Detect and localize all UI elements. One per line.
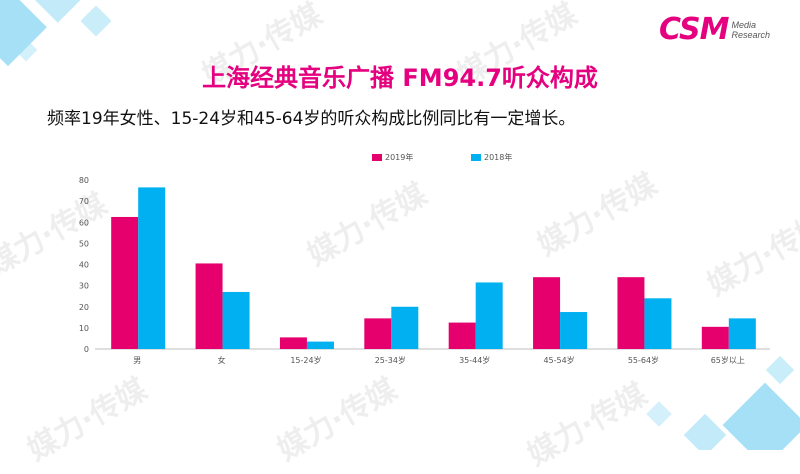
- bar-2019: [701, 326, 729, 349]
- bar-2018: [138, 187, 166, 349]
- bar-2019: [448, 322, 476, 349]
- logo-sub-text: Media Research: [731, 20, 770, 40]
- bar-2019: [533, 277, 561, 349]
- bar-2018: [222, 291, 250, 349]
- y-tick-label: 60: [79, 218, 89, 227]
- x-tick-label: 35-44岁: [459, 355, 490, 365]
- bar-2018: [475, 282, 503, 349]
- bar-chart: 0 10 20 30 40 50 60 70 80 男 女 15-24岁 25-34岁 35-44岁 45-…: [79, 152, 770, 365]
- page-subtitle: 频率19年女性、15-24岁和45-64岁的听众构成比例同比有一定增长。: [47, 109, 576, 129]
- legend-label: 2019年: [385, 152, 413, 162]
- y-tick-label: 50: [79, 239, 89, 248]
- y-tick-label: 10: [79, 324, 89, 333]
- logo-line-1: Media: [731, 19, 756, 30]
- csm-logo: CSM Media Research: [659, 12, 770, 47]
- y-tick-label: 20: [79, 303, 89, 312]
- page-title: 上海经典音乐广播 FM94.7听众构成: [202, 64, 598, 92]
- bar-2019: [195, 263, 223, 349]
- x-tick-label: 男: [133, 356, 141, 365]
- x-tick-label: 女: [218, 355, 226, 365]
- logo-main-text: CSM: [659, 12, 729, 47]
- bar-2019: [617, 277, 645, 349]
- legend-swatch: [372, 154, 382, 161]
- bar-2018: [728, 318, 756, 349]
- x-tick-label: 45-54岁: [543, 355, 574, 365]
- legend-swatch: [471, 154, 481, 161]
- x-tick-label: 55-64岁: [628, 355, 659, 365]
- y-tick-label: 0: [84, 345, 89, 354]
- x-tick-label: 15-24岁: [290, 355, 321, 365]
- legend-label: 2018年: [484, 152, 512, 162]
- logo-line-2: Research: [731, 29, 770, 40]
- x-tick-label: 65岁以上: [711, 355, 745, 365]
- bar-2018: [644, 298, 672, 349]
- bar-2018: [560, 312, 588, 349]
- y-tick-label: 80: [79, 176, 89, 185]
- y-tick-label: 40: [79, 261, 89, 270]
- bar-2018: [391, 306, 419, 349]
- bar-2018: [306, 341, 334, 349]
- bar-2019: [364, 318, 392, 349]
- y-tick-label: 30: [79, 282, 89, 291]
- y-tick-label: 70: [79, 197, 89, 206]
- x-tick-label: 25-34岁: [375, 355, 406, 365]
- bar-2019: [279, 337, 307, 349]
- bar-2019: [111, 216, 139, 349]
